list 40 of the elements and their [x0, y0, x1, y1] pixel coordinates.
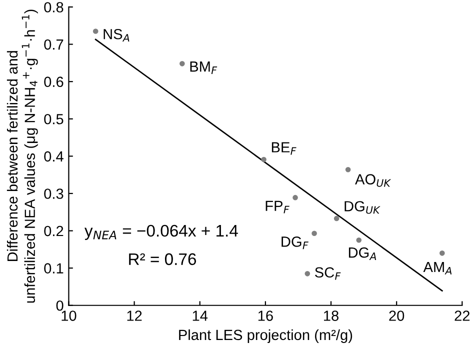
x-tick-label: 20 — [389, 310, 404, 321]
annotation: R² = 0.76 — [129, 253, 196, 266]
annotation: DG$_{A}$ — [348, 247, 376, 260]
annotation: DG$_{UK}$ — [344, 201, 380, 214]
annotation: DG$_{F}$ — [282, 236, 308, 250]
y-tick-label: 0.1 — [44, 263, 64, 274]
y-tick-label: 0.4 — [44, 151, 64, 162]
x-tick-label: 16 — [258, 310, 273, 321]
y-tick-label: 0.3 — [44, 188, 64, 199]
annotation: y$_{NEA}$ = −0.064x + 1.4 — [84, 224, 238, 240]
annotation: BE$_{F}$ — [272, 142, 296, 155]
y-tick-label: 0.6 — [44, 76, 64, 88]
x-tick-label: 12 — [127, 310, 142, 321]
point — [292, 194, 298, 200]
point — [261, 156, 266, 162]
x-tick-label: 18 — [324, 310, 338, 321]
point — [304, 271, 310, 276]
annotation: SC$_{F}$ — [315, 267, 341, 280]
annotation: NS$_{A}$ — [104, 28, 130, 42]
point — [345, 166, 351, 172]
text: Difference between fertilized and unfertilized NEA values (μg N-NH$_{4}$$^{+}$·g$^{−1}$·h$^{−1}$) — [6, 10, 38, 303]
point — [312, 230, 317, 236]
annotation: BM$_{F}$ — [190, 62, 218, 74]
annotation: FP$_{F}$ — [266, 200, 290, 214]
point — [92, 28, 98, 34]
y-tick-label: 0 — [56, 300, 64, 311]
point — [334, 216, 340, 222]
x-axis-title: Plant LES projection (m²/g) — [179, 329, 352, 343]
point — [356, 237, 362, 243]
y-tick-label: 0.7 — [44, 39, 64, 50]
x-tick-label: 10 — [62, 310, 76, 321]
x-tick-label: 14 — [192, 310, 208, 321]
annotation: AM$_{A}$ — [423, 262, 452, 274]
y-tick-label: 0.2 — [44, 226, 64, 236]
x-tick-label: 22 — [454, 310, 470, 321]
point — [180, 61, 185, 66]
point — [439, 250, 445, 256]
y-tick-label: 0.8 — [44, 2, 64, 12]
y-tick-label: 0.5 — [44, 114, 64, 124]
annotation: AO$_{UK}$ — [355, 174, 392, 187]
